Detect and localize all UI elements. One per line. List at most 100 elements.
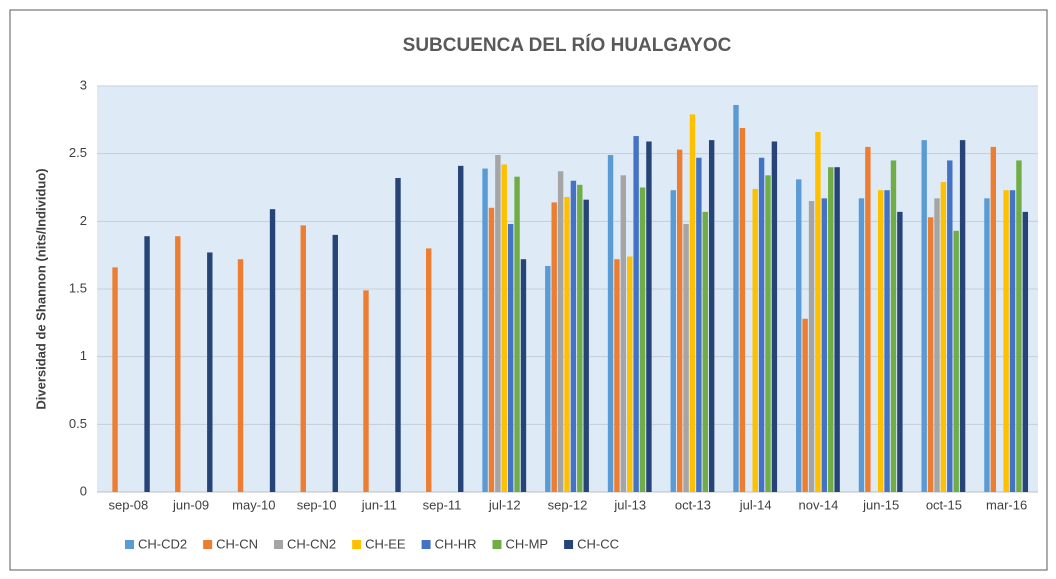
bar (1016, 160, 1022, 492)
legend-label: CH-HR (435, 536, 477, 551)
x-tick-label: oct-15 (926, 497, 962, 512)
bar (570, 180, 577, 492)
y-tick-label: 1.5 (69, 280, 87, 295)
x-tick-label: oct-13 (675, 497, 711, 512)
bar (834, 167, 840, 492)
x-tick-label: nov-14 (799, 497, 839, 512)
bar (802, 318, 808, 492)
bar (953, 230, 959, 492)
x-tick-label: jul-14 (739, 497, 772, 512)
bar (112, 267, 118, 492)
bar (808, 201, 815, 493)
bar (551, 202, 557, 493)
bar (689, 114, 696, 493)
y-tick-label: 2 (80, 213, 87, 228)
legend-swatch (492, 540, 502, 549)
y-tick-label: 2.5 (69, 145, 87, 160)
bar (683, 224, 689, 493)
bar (796, 179, 802, 492)
x-tick-label: sep-10 (297, 497, 337, 512)
x-tick-label: jun-15 (862, 497, 899, 512)
bar (934, 198, 940, 492)
bar (426, 248, 432, 492)
bar (564, 196, 570, 492)
bar (752, 188, 758, 492)
chart-title: SUBCUENCA DEL RÍO HUALGAYOC (403, 34, 732, 56)
bar (815, 132, 821, 492)
bar (557, 171, 564, 492)
bar (507, 224, 514, 493)
bar (482, 168, 488, 492)
y-tick-label: 1 (80, 348, 87, 363)
bar (207, 252, 213, 492)
bar (332, 234, 338, 492)
bar (890, 160, 897, 492)
bar (702, 211, 708, 493)
bar (488, 207, 495, 493)
bar (884, 190, 890, 492)
bar (676, 149, 683, 492)
y-tick-label: 0.5 (69, 416, 87, 431)
bar (858, 198, 865, 492)
bar (708, 140, 715, 492)
bar (577, 184, 583, 492)
legend-label: CH-CN2 (287, 536, 336, 551)
bar (739, 127, 746, 492)
bar (269, 209, 276, 493)
y-tick-label: 0 (80, 483, 87, 498)
bar (758, 157, 765, 492)
bar (175, 236, 181, 492)
bar (670, 190, 676, 492)
bar (927, 217, 934, 493)
bar (947, 160, 953, 492)
legend-swatch (125, 540, 134, 549)
bar (990, 146, 997, 492)
bar (828, 167, 834, 492)
bar (520, 259, 527, 492)
bar (614, 259, 620, 492)
bar (940, 182, 947, 492)
bar (646, 141, 652, 492)
bar (395, 178, 401, 492)
bar (514, 176, 520, 492)
x-tick-label: may-10 (232, 497, 275, 512)
x-tick-label: sep-11 (423, 497, 462, 512)
legend-label: CH-MP (505, 536, 548, 551)
bar (300, 225, 306, 493)
x-tick-label: sep-08 (108, 497, 148, 512)
bar (627, 256, 633, 492)
bar (765, 175, 771, 492)
legend-label: CH-EE (365, 536, 406, 551)
legend-label: CH-CC (577, 536, 619, 551)
bar (877, 190, 884, 492)
bar (921, 140, 927, 492)
bar (545, 265, 551, 492)
bar (1009, 190, 1016, 492)
legend-swatch (421, 540, 431, 549)
legend-label: CH-CN (216, 536, 258, 551)
bar (620, 175, 627, 492)
legend-swatch (564, 540, 574, 549)
x-tick-label: mar-16 (986, 497, 1027, 512)
bar (363, 290, 369, 492)
bar (639, 187, 646, 492)
x-tick-label: jun-09 (172, 497, 209, 512)
bar (984, 198, 990, 492)
y-tick-label: 3 (80, 77, 87, 92)
bar (733, 104, 739, 493)
bar (607, 155, 614, 492)
bar (501, 164, 507, 492)
bar (1003, 190, 1009, 492)
legend-swatch (203, 540, 213, 549)
bar (959, 140, 966, 492)
bar (696, 157, 702, 492)
bar (633, 136, 639, 492)
x-tick-label: jul-13 (613, 497, 646, 512)
bar (865, 146, 871, 492)
bar (1022, 211, 1029, 493)
legend-swatch (352, 540, 362, 549)
x-tick-label: sep-12 (548, 497, 588, 512)
bar (821, 198, 828, 492)
bar (583, 199, 589, 492)
